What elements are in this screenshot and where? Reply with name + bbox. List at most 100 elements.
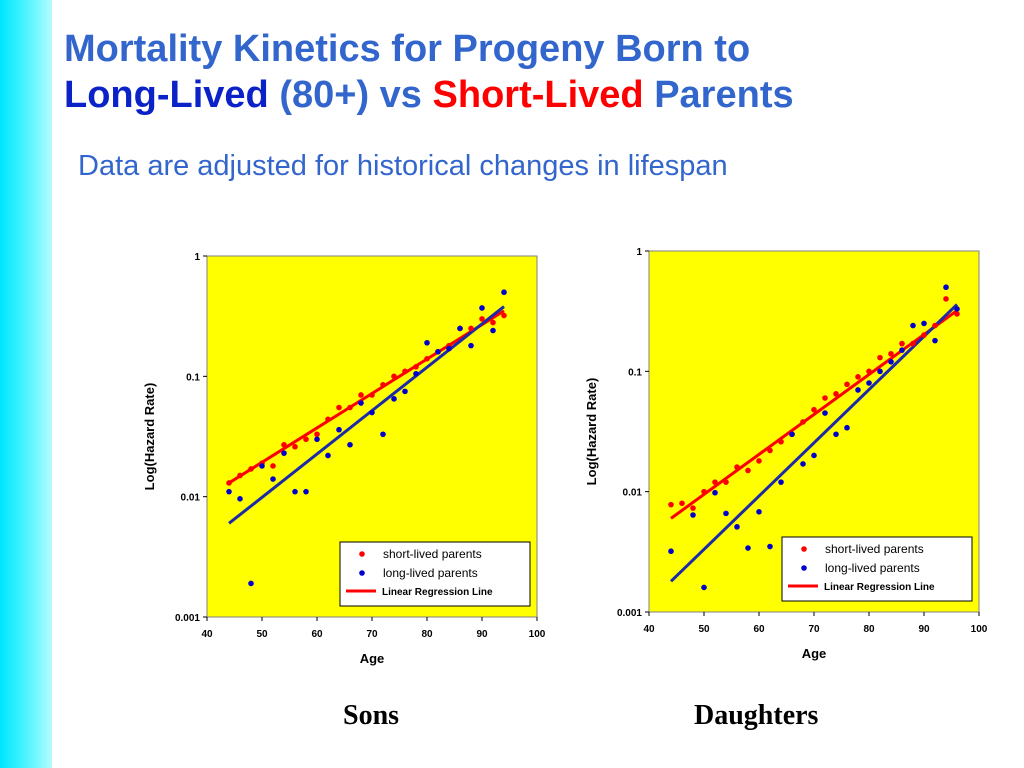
data-point-long-lived: [281, 450, 287, 456]
data-point-short-lived: [369, 392, 375, 398]
x-tick-label: 70: [366, 629, 378, 640]
data-point-short-lived: [866, 368, 872, 375]
data-point-long-lived: [435, 348, 441, 355]
data-point-long-lived: [822, 410, 828, 416]
data-point-long-lived: [701, 584, 707, 591]
data-point-short-lived: [490, 319, 496, 326]
data-point-long-lived: [468, 342, 474, 349]
x-tick-label: 100: [529, 629, 546, 640]
y-tick-label: 1: [194, 252, 200, 263]
data-point-short-lived: [668, 501, 674, 508]
data-point-short-lived: [778, 438, 784, 445]
data-point-long-lived: [424, 339, 430, 346]
data-point-short-lived: [877, 354, 883, 361]
legend-label-regression: Linear Regression Line: [382, 587, 493, 598]
data-point-short-lived: [855, 374, 861, 380]
data-point-short-lived: [281, 441, 287, 448]
data-point-short-lived: [314, 431, 320, 438]
y-axis-label: Log(Hazard Rate): [584, 378, 599, 486]
data-point-long-lived: [292, 488, 298, 495]
data-point-long-lived: [413, 370, 419, 377]
data-point-long-lived: [446, 345, 452, 352]
data-point-long-lived: [789, 431, 795, 438]
x-tick-label: 90: [476, 629, 488, 640]
data-point-short-lived: [954, 311, 960, 317]
data-point-short-lived: [888, 350, 894, 357]
data-point-long-lived: [325, 452, 331, 459]
x-tick-label: 50: [698, 624, 710, 635]
data-point-long-lived: [910, 322, 916, 329]
y-tick-label: 1: [636, 247, 642, 258]
data-point-long-lived: [767, 543, 773, 550]
legend-marker-short-lived: [359, 551, 365, 557]
data-point-short-lived: [402, 368, 408, 375]
regression-line-short-lived: [228, 309, 505, 485]
data-point-short-lived: [391, 373, 397, 380]
data-point-long-lived: [668, 548, 674, 555]
legend-marker-long-lived: [359, 570, 365, 576]
data-point-long-lived: [690, 512, 696, 518]
data-point-long-lived: [237, 496, 243, 502]
data-point-short-lived: [347, 404, 353, 411]
y-tick-label: 0.01: [623, 488, 643, 499]
data-point-short-lived: [822, 395, 828, 401]
data-point-short-lived: [237, 472, 243, 479]
data-point-long-lived: [866, 380, 872, 386]
data-point-short-lived: [468, 325, 474, 332]
data-point-short-lived: [226, 480, 232, 486]
data-point-short-lived: [501, 312, 507, 319]
data-point-short-lived: [800, 419, 806, 425]
data-point-short-lived: [336, 404, 342, 411]
title-short-lived: Short-Lived: [432, 74, 644, 116]
legend-box: [339, 541, 531, 607]
data-point-short-lived: [248, 466, 254, 472]
y-tick-label: 0.001: [175, 613, 200, 624]
data-point-long-lived: [226, 488, 232, 495]
data-point-short-lived: [745, 467, 751, 474]
data-point-long-lived: [358, 400, 364, 406]
data-point-short-lived: [712, 479, 718, 485]
data-point-short-lived: [811, 406, 817, 413]
title-long-lived: Long-Lived: [64, 74, 269, 116]
data-point-long-lived: [479, 305, 485, 311]
data-point-long-lived: [380, 431, 386, 438]
caption-daughters: Daughters: [694, 700, 819, 731]
x-tick-label: 100: [971, 624, 988, 635]
data-point-short-lived: [292, 443, 298, 450]
data-point-short-lived: [723, 479, 729, 485]
data-point-short-lived: [844, 381, 850, 388]
y-tick-label: 0.1: [628, 367, 642, 378]
data-point-long-lived: [800, 461, 806, 467]
x-tick-label: 40: [201, 629, 213, 640]
data-point-long-lived: [336, 426, 342, 433]
legend-label-long-lived: long-lived parents: [825, 561, 920, 575]
x-tick-label: 60: [311, 629, 323, 640]
y-tick-label: 0.001: [617, 608, 642, 619]
regression-line-long-lived: [669, 303, 959, 583]
data-point-long-lived: [391, 396, 397, 402]
x-tick-label: 50: [256, 629, 268, 640]
data-point-long-lived: [888, 359, 894, 365]
data-point-long-lived: [921, 320, 927, 327]
data-point-short-lived: [690, 505, 696, 511]
caption-sons: Sons: [343, 700, 400, 731]
slide-title: Mortality Kinetics for Progeny Born to L…: [64, 26, 1014, 118]
title-parents: Parents: [654, 74, 794, 116]
data-point-long-lived: [457, 325, 463, 332]
regression-line-long-lived: [228, 305, 505, 525]
legend-label-short-lived: short-lived parents: [383, 547, 482, 561]
data-point-long-lived: [303, 488, 309, 495]
data-point-long-lived: [259, 463, 265, 469]
data-point-long-lived: [347, 441, 353, 448]
x-tick-label: 80: [863, 624, 875, 635]
x-axis-label: Age: [360, 651, 385, 666]
legend-label-long-lived: long-lived parents: [383, 566, 478, 580]
title-line-2: Long-Lived (80+) vs Short-Lived Parents: [64, 72, 1014, 118]
title-80plus: (80+): [279, 74, 370, 116]
data-point-short-lived: [921, 332, 927, 338]
decorative-side-bar: [0, 0, 52, 768]
legend-label-short-lived: short-lived parents: [825, 542, 924, 556]
